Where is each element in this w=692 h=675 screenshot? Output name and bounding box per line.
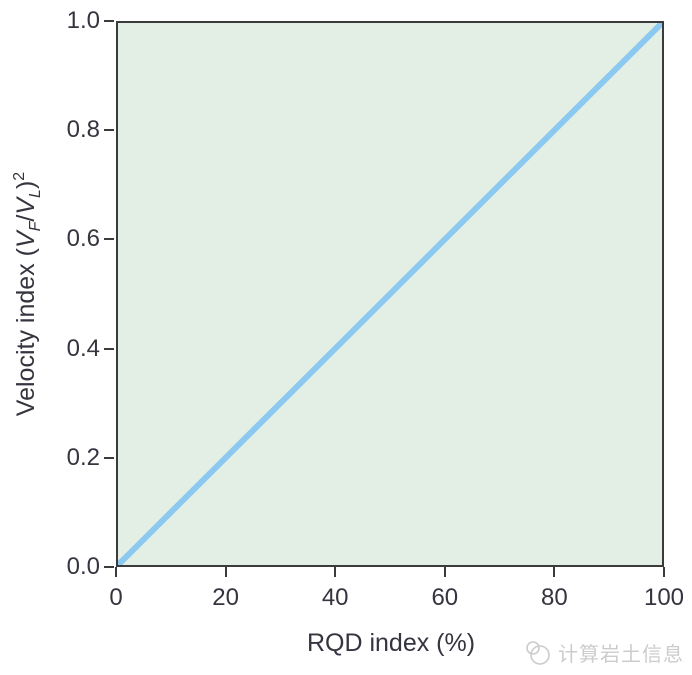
identity-line-chart <box>118 23 662 565</box>
y-axis-label: Velocity index (VF/VL)2 <box>11 172 45 416</box>
x-tick-label: 40 <box>321 584 349 611</box>
y-tick-label: 0.0 <box>66 553 100 580</box>
x-tick-mark <box>553 567 556 577</box>
y-tick-mark <box>104 238 114 241</box>
y-axis-label-part: Velocity index ( <box>12 248 40 417</box>
watermark-logo-icon <box>526 640 550 665</box>
x-tick-mark <box>334 567 337 577</box>
x-tick-label: 20 <box>212 584 239 611</box>
y-tick-label: 0.6 <box>66 225 100 253</box>
x-tick-label: 80 <box>541 584 568 611</box>
y-axis-label-part: V <box>12 197 40 215</box>
x-tick-label: 100 <box>643 584 685 611</box>
y-axis-label-part: / <box>12 214 40 222</box>
y-tick-label: 1.0 <box>66 7 100 34</box>
y-tick-mark <box>104 129 114 132</box>
x-axis-label: RQD index (%) <box>306 629 476 657</box>
x-tick-mark <box>224 567 227 577</box>
y-axis-label-part: V <box>12 231 40 249</box>
watermark-text: 计算岩土信息 <box>558 644 684 666</box>
x-tick-mark <box>443 567 446 577</box>
y-tick-mark <box>104 456 114 459</box>
y-axis-label-part: F <box>27 221 44 232</box>
y-tick-mark <box>104 20 114 22</box>
x-tick-mark <box>663 567 665 577</box>
plot-area <box>116 21 664 567</box>
y-axis-label-part: L <box>27 189 44 198</box>
x-tick-label: 60 <box>431 584 459 611</box>
y-tick-label: 0.4 <box>66 334 100 362</box>
identity-line <box>118 23 662 565</box>
y-axis-label-part: ) <box>12 180 40 190</box>
y-tick-label: 0.2 <box>66 443 100 471</box>
y-tick-mark <box>104 566 114 568</box>
watermark: 计算岩土信息 <box>524 638 684 667</box>
y-axis-label-part: 2 <box>11 171 28 181</box>
y-tick-label: 0.8 <box>66 116 100 144</box>
x-tick-label: 0 <box>109 584 123 611</box>
x-tick-mark <box>115 567 117 577</box>
y-tick-mark <box>104 347 114 350</box>
